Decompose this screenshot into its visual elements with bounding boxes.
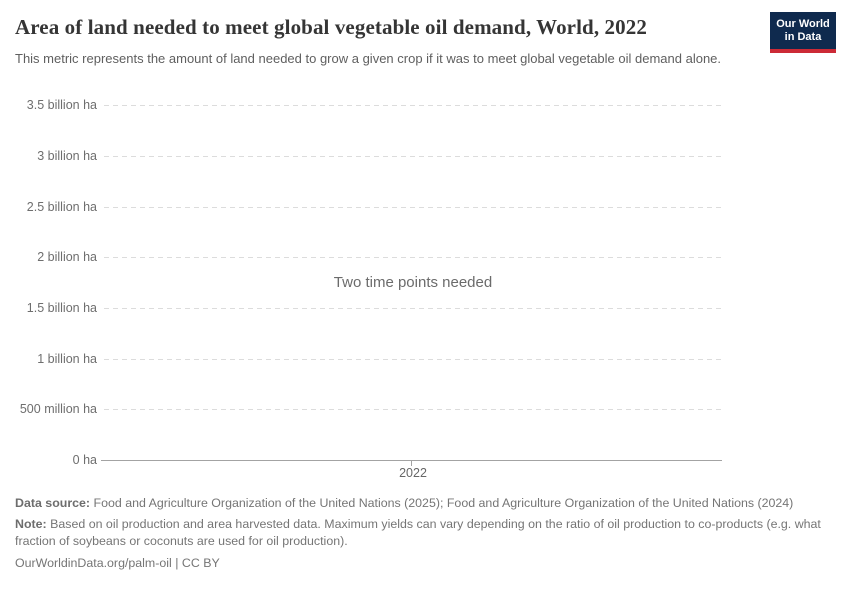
ytick-label-1000m: 1 billion ha [37,352,97,366]
empty-chart-message: Two time points needed [333,274,493,291]
chart-subtitle: This metric represents the amount of lan… [15,51,722,66]
ytick-label-0: 0 ha [72,453,97,467]
data-source-text: Food and Agriculture Organization of the… [93,496,794,510]
owid-logo: Our World in Data [770,12,836,53]
data-source-line: Data source: Food and Agriculture Organi… [15,495,829,513]
note-line: Note: Based on oil production and area h… [15,516,829,551]
chart-footer: Data source: Food and Agriculture Organi… [15,495,829,575]
gridline [104,308,722,309]
xtick-mark [411,460,412,466]
citation-line: OurWorldinData.org/palm-oil | CC BY [15,555,220,570]
gridline [104,257,722,258]
note-text: Based on oil production and area harvest… [15,516,821,549]
data-source-label: Data source: [15,496,91,510]
gridline [104,105,722,106]
xtick-label-2022: 2022 [399,466,427,480]
ytick-label-500m: 500 million ha [19,402,97,416]
ytick-label-2500m: 2.5 billion ha [26,200,97,214]
note-label: Note: [15,516,47,531]
chart-title: Area of land needed to meet global veget… [15,15,647,39]
gridline [104,409,722,410]
ytick-label-1500m: 1.5 billion ha [26,301,97,315]
ytick-label-2000m: 2 billion ha [37,250,97,264]
owid-logo-line1: Our World [776,18,830,30]
owid-logo-line2: in Data [784,31,822,43]
gridline [104,359,722,360]
gridline [104,156,722,157]
gridline [104,207,722,208]
ytick-label-3000m: 3 billion ha [37,149,97,163]
ytick-label-3500m: 3.5 billion ha [26,98,97,112]
